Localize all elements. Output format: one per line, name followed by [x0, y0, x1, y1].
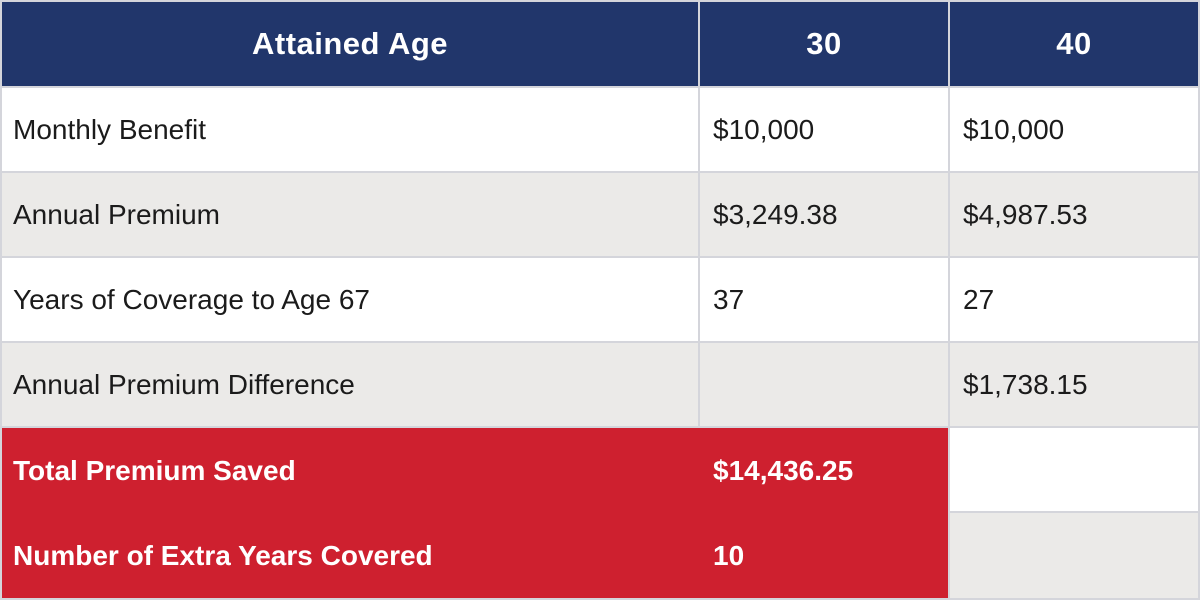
cell-value: $4,987.53: [963, 198, 1088, 230]
cell-monthly-benefit-age30: $10,000: [700, 88, 950, 173]
summary-value: 10: [713, 539, 745, 571]
header-label: Attained Age: [251, 26, 449, 61]
row-label-annual-premium-difference: Annual Premium Difference: [2, 343, 700, 428]
summary-row-total-premium-saved: Total Premium Saved $14,436.25: [2, 428, 950, 513]
row-label-text: Annual Premium: [13, 198, 220, 230]
summary-label: Total Premium Saved: [13, 454, 296, 486]
cell-premium-difference-age40: $1,738.15: [950, 343, 1198, 428]
cell-value: 27: [963, 283, 995, 315]
cell-value: $1,738.15: [963, 368, 1088, 400]
summary-label: Number of Extra Years Covered: [13, 539, 433, 571]
cell-years-coverage-age30: 37: [700, 258, 950, 343]
row-label-years-of-coverage: Years of Coverage to Age 67: [2, 258, 700, 343]
header-cell-age-40: 40: [950, 2, 1198, 88]
cell-years-coverage-age40: 27: [950, 258, 1198, 343]
row-label-monthly-benefit: Monthly Benefit: [2, 88, 700, 173]
summary-row-extra-years-covered: Number of Extra Years Covered 10: [2, 513, 950, 598]
header-cell-age-30: 30: [700, 2, 950, 88]
cell-value: $10,000: [963, 113, 1065, 145]
cell-value: $3,249.38: [713, 198, 838, 230]
row-label-text: Monthly Benefit: [13, 113, 206, 145]
header-cell-attained-age: Attained Age: [2, 2, 700, 88]
cell-empty-age40-row6: [950, 513, 1198, 598]
row-label-annual-premium: Annual Premium: [2, 173, 700, 258]
cell-premium-difference-age30: [700, 343, 950, 428]
cell-value: $10,000: [713, 113, 815, 145]
cell-annual-premium-age30: $3,249.38: [700, 173, 950, 258]
cell-value: 37: [713, 283, 745, 315]
row-label-text: Years of Coverage to Age 67: [13, 283, 370, 315]
row-label-text: Annual Premium Difference: [13, 368, 355, 400]
header-label: 30: [806, 26, 842, 61]
cell-annual-premium-age40: $4,987.53: [950, 173, 1198, 258]
cell-monthly-benefit-age40: $10,000: [950, 88, 1198, 173]
summary-value: $14,436.25: [713, 454, 854, 486]
cell-empty-age40-row5: [950, 428, 1198, 513]
header-label: 40: [1056, 26, 1092, 61]
